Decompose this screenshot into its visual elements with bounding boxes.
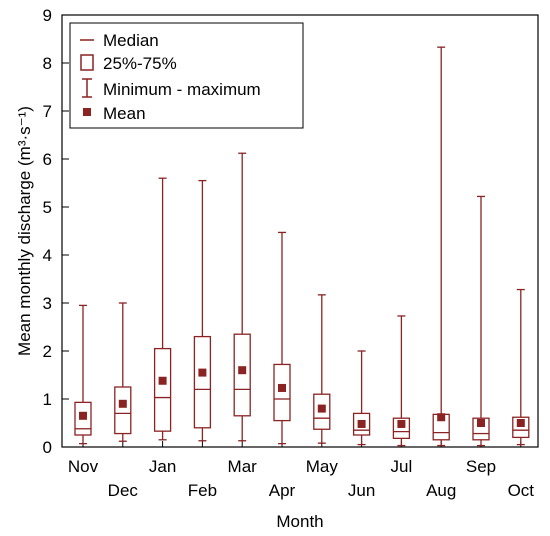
mean-marker <box>437 413 446 422</box>
y-axis-title-text: Mean monthly discharge <box>15 171 34 356</box>
mean-marker <box>118 399 127 408</box>
mean-marker <box>357 419 366 428</box>
x-tick-label: Jan <box>149 457 176 476</box>
y-tick-label: 8 <box>43 54 52 73</box>
legend-median-label: Median <box>103 31 159 50</box>
x-tick-label: May <box>306 457 339 476</box>
mean-marker <box>278 383 286 392</box>
legend-whisker-symbol <box>82 78 92 98</box>
legend-mean-symbol <box>83 108 91 116</box>
box-oct <box>512 288 530 446</box>
x-tick-label: Aug <box>426 481 456 500</box>
y-tick-label: 4 <box>43 246 52 265</box>
box-iqr <box>114 386 132 435</box>
x-tick-label: Oct <box>508 481 535 500</box>
box-aug <box>432 46 450 447</box>
mean-marker <box>79 411 87 420</box>
legend-whisker-label: Minimum - maximum <box>103 80 261 99</box>
legend-frame <box>69 22 304 129</box>
box-iqr <box>273 363 291 422</box>
x-tick-label: Nov <box>68 457 99 476</box>
x-tick-label: Dec <box>108 481 139 500</box>
y-tick-label: 2 <box>43 342 52 361</box>
y-axis-ticks: 0 1 2 3 4 5 6 7 8 9 <box>43 6 69 457</box>
y-tick-label: 9 <box>43 6 52 25</box>
box-iqr <box>193 335 212 429</box>
y-axis-title: Mean monthly discharge (m³·s⁻¹) <box>15 106 34 356</box>
mean-marker <box>317 404 326 413</box>
legend: Median 25%-75% Minimum - maximum Mean <box>69 22 304 129</box>
box-dec <box>114 302 132 442</box>
box-mar <box>233 152 251 442</box>
x-axis-ticks: Nov Dec Jan Feb Mar Apr May Jun Jul Aug Sep Oct <box>68 441 534 500</box>
box-sep <box>472 195 490 447</box>
x-tick-label: Jun <box>348 481 375 500</box>
mean-marker <box>516 419 525 427</box>
y-tick-label: 7 <box>43 102 52 121</box>
box-feb <box>193 179 212 442</box>
legend-box-label: 25%-75% <box>103 54 177 73</box>
x-tick-label: Feb <box>188 481 217 500</box>
box-iqr <box>153 347 172 432</box>
x-tick-label: Jul <box>391 457 413 476</box>
y-axis-title-unit: (m³·s⁻¹) <box>15 106 34 166</box>
box-jan <box>153 177 172 441</box>
box-jul <box>392 315 411 447</box>
y-tick-label: 0 <box>43 438 52 457</box>
box-jun <box>352 350 371 446</box>
x-tick-label: Sep <box>466 457 496 476</box>
y-tick-label: 6 <box>43 150 52 169</box>
y-tick-label: 5 <box>43 198 52 217</box>
plot-frame <box>61 14 539 448</box>
mean-marker <box>158 376 167 385</box>
mean-marker <box>477 419 485 427</box>
legend-box-symbol <box>80 54 94 71</box>
mean-marker <box>397 419 406 428</box>
box-may <box>313 294 331 444</box>
x-axis-title: Month <box>276 512 323 531</box>
box-nov <box>74 304 92 445</box>
x-tick-label: Mar <box>228 457 258 476</box>
x-tick-label: Apr <box>269 481 296 500</box>
box-iqr <box>233 333 251 417</box>
mean-marker <box>198 368 207 377</box>
legend-mean-label: Mean <box>103 104 146 123</box>
box-series <box>74 46 530 447</box>
box-apr <box>273 231 291 445</box>
y-tick-label: 3 <box>43 294 52 313</box>
mean-marker <box>238 366 247 375</box>
y-tick-label: 1 <box>43 390 52 409</box>
